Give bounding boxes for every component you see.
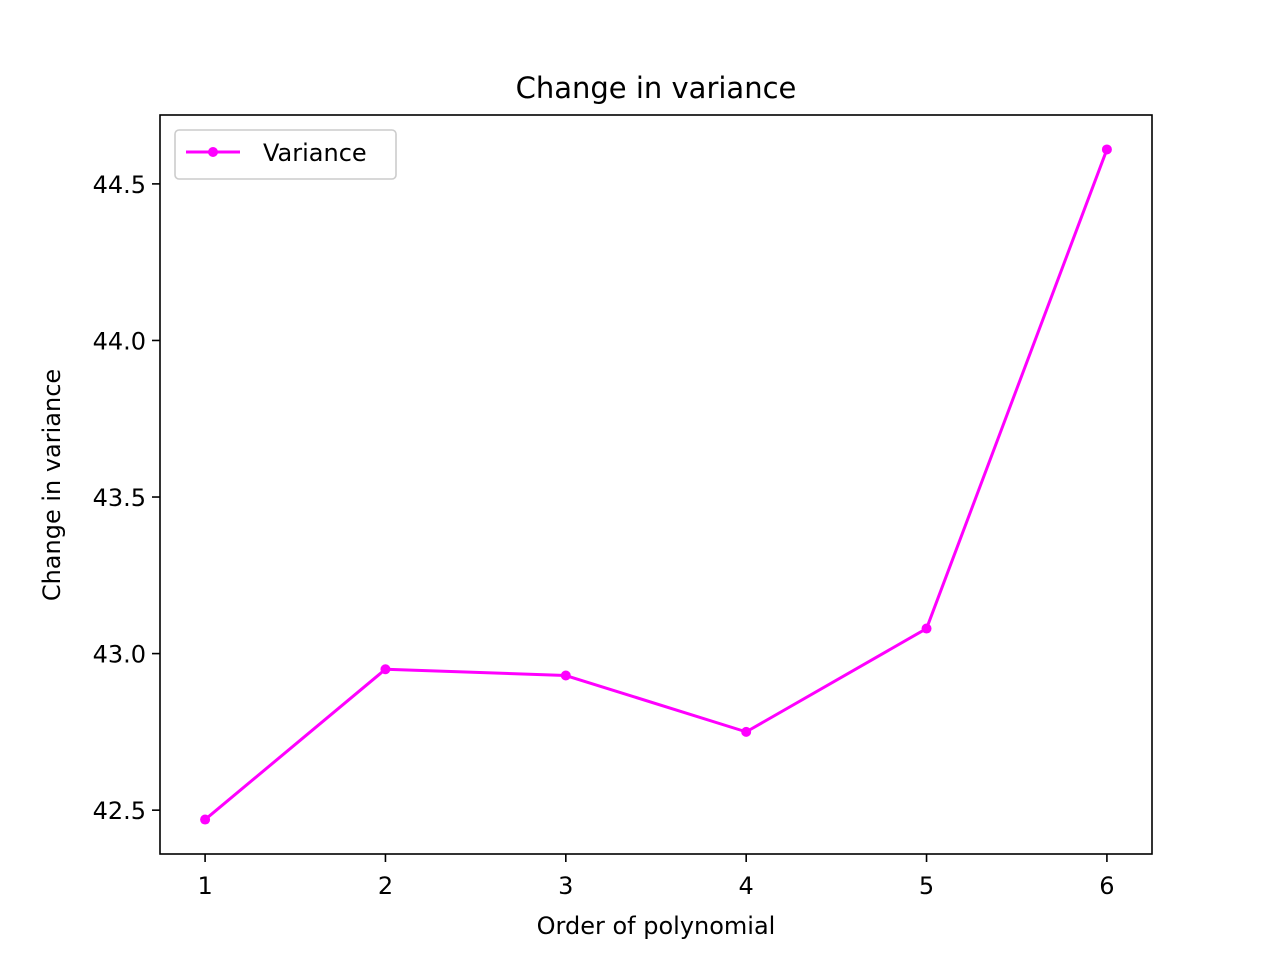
y-tick-label: 44.0 (93, 327, 146, 355)
y-tick-label: 43.5 (93, 484, 146, 512)
series-layer (200, 144, 1112, 825)
legend-label-variance: Variance (263, 139, 367, 167)
y-tick-label: 44.5 (93, 171, 146, 199)
x-axis-ticks: 1 2 3 4 5 6 (197, 854, 1115, 900)
x-tick-label: 3 (558, 872, 573, 900)
x-tick-label: 5 (919, 872, 934, 900)
y-tick-label: 43.0 (93, 641, 146, 669)
legend-marker-variance (208, 147, 218, 157)
legend: Variance (174, 129, 397, 180)
data-point (560, 670, 571, 681)
y-axis-ticks: 42.5 43.0 43.5 44.0 44.5 (93, 171, 160, 825)
plot-background (160, 115, 1152, 854)
x-tick-label: 4 (739, 872, 754, 900)
x-tick-label: 6 (1099, 872, 1114, 900)
chart-title: Change in variance (516, 71, 797, 105)
series-line-variance (203, 147, 1109, 822)
data-point (1101, 144, 1112, 155)
plot-frame (159, 114, 1153, 855)
plot-area: 1 2 3 4 5 6 42.5 43.0 43.5 44.0 44.5 (93, 114, 1153, 900)
legend-box (174, 129, 397, 180)
data-point (921, 623, 932, 634)
data-point (200, 814, 211, 825)
x-tick-label: 2 (378, 872, 393, 900)
data-point (741, 726, 752, 737)
x-tick-label: 1 (197, 872, 212, 900)
y-tick-label: 42.5 (93, 797, 146, 825)
x-axis-label: Order of polynomial (537, 912, 776, 940)
data-point (380, 664, 391, 675)
y-axis-label: Change in variance (38, 369, 66, 601)
